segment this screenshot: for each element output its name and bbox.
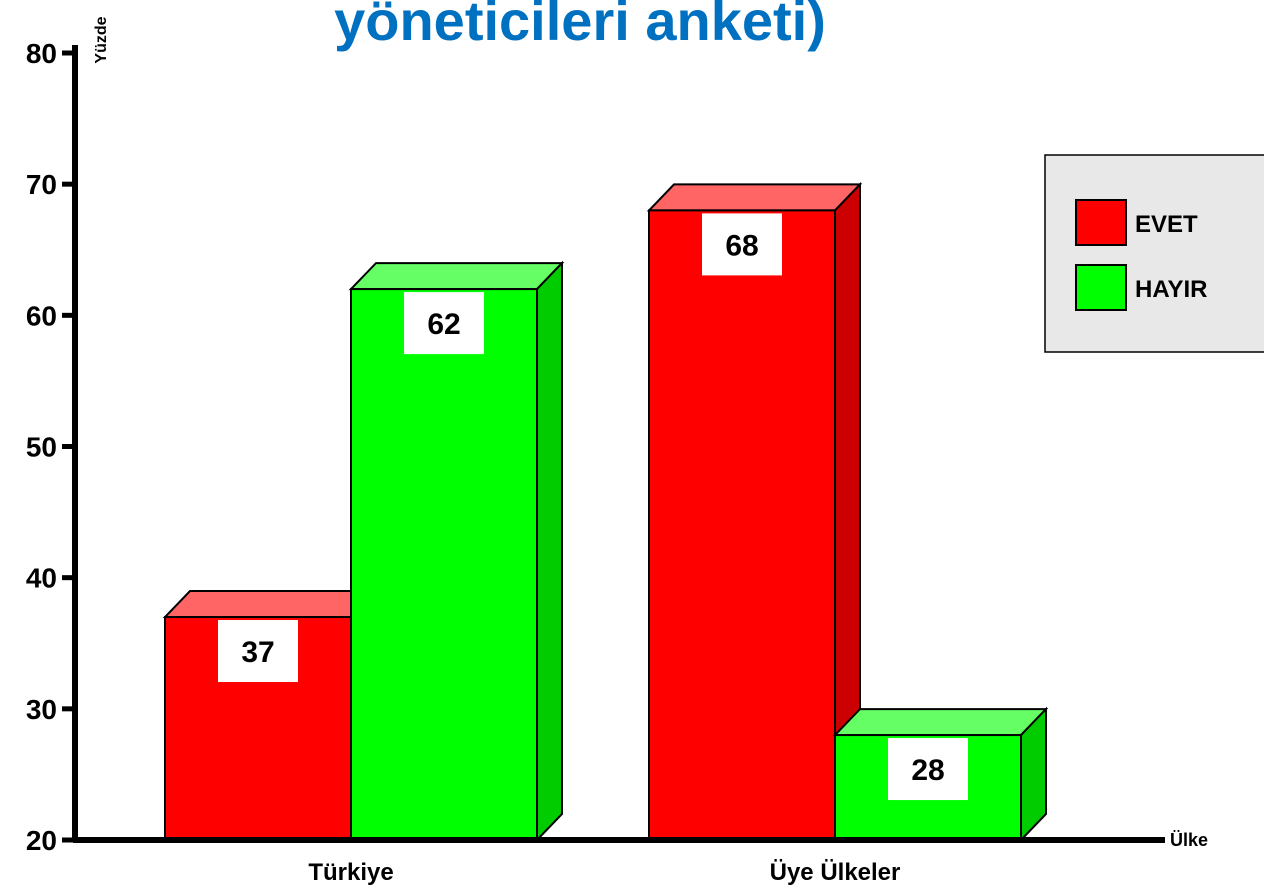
value-label: 28 <box>911 754 944 787</box>
bar-front <box>350 288 538 842</box>
value-label: 62 <box>427 308 460 341</box>
x-tick-label: Türkiye <box>308 859 393 886</box>
bar: 62 <box>348 260 565 843</box>
y-tick-label: 30 <box>26 694 57 725</box>
legend-label: HAYIR <box>1135 276 1207 303</box>
legend-swatch <box>1075 199 1127 246</box>
bar-top <box>348 262 565 291</box>
chart-title: yöneticileri anketi) <box>334 0 826 52</box>
legend-box <box>1044 154 1264 353</box>
value-label: 37 <box>241 636 274 669</box>
bar: 37 <box>162 588 379 843</box>
bar-top <box>162 590 379 619</box>
x-tick-label: Üye Ülkeler <box>770 859 901 886</box>
y-tick-label: 80 <box>26 38 57 69</box>
value-label-box <box>404 292 484 355</box>
x-axis-label: Ülke <box>1170 830 1208 850</box>
legend-swatch <box>1075 264 1127 311</box>
value-label: 68 <box>725 229 758 262</box>
y-tick-label: 70 <box>26 169 57 200</box>
value-label-box <box>702 213 782 276</box>
bar-front <box>648 209 836 841</box>
bar-top <box>832 708 1049 737</box>
y-tick-label: 40 <box>26 563 57 594</box>
y-tick-label: 50 <box>26 432 57 463</box>
bar: 68 <box>646 181 863 843</box>
legend-label: EVET <box>1135 211 1198 238</box>
y-tick-label: 60 <box>26 300 57 331</box>
y-axis-label: Yüzde <box>93 16 110 63</box>
bar-side <box>536 260 563 843</box>
value-label-box <box>888 738 968 801</box>
value-label-box <box>218 620 298 683</box>
bar-top <box>646 183 863 212</box>
y-tick-label: 20 <box>26 825 57 856</box>
bar: 28 <box>832 706 1049 843</box>
